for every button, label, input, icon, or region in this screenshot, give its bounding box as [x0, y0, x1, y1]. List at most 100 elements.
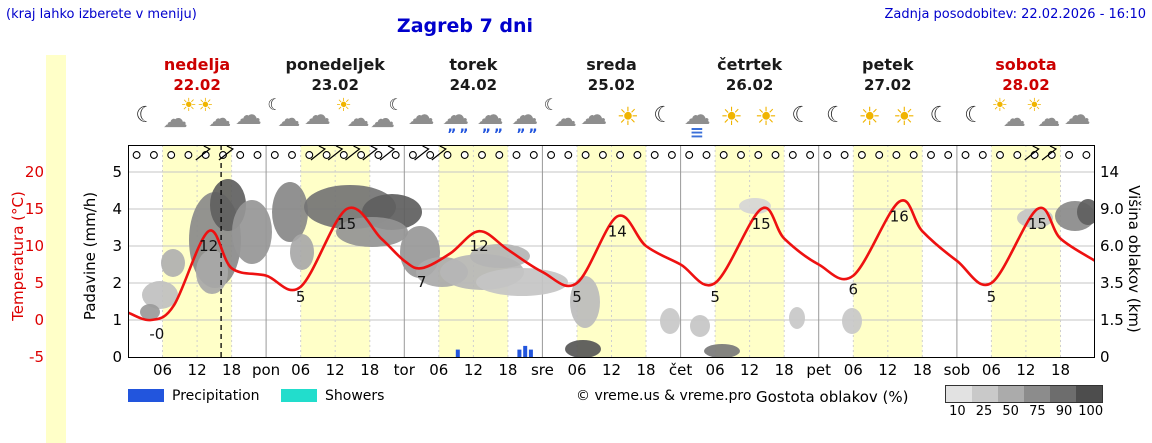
temp-axis-tick: 5	[34, 274, 44, 292]
x-axis-label-06: 06	[429, 361, 449, 379]
temp-axis-tick: -5	[29, 348, 44, 366]
cloud-axis-tick: 0	[1100, 348, 1110, 366]
x-axis-label-pet: pet	[806, 361, 831, 379]
density-scale-label: 25	[975, 404, 993, 419]
precipitation-bar	[528, 349, 533, 357]
moon-icon: ☾	[826, 103, 846, 128]
density-scale-label: 50	[1002, 404, 1019, 419]
precipitation-bar	[455, 349, 460, 357]
cloud-cover-symbol	[512, 151, 521, 159]
cloud-icon: ☁	[1063, 100, 1091, 131]
precipitation-swatch	[128, 389, 164, 402]
cloud-cover-symbol	[374, 151, 383, 159]
sun-icon: ☀	[335, 95, 352, 116]
wind-barb-icon	[431, 145, 447, 161]
wind-barb-icon	[195, 145, 211, 161]
wind-barb-icon	[379, 145, 396, 161]
temp-min-label: 5	[572, 288, 582, 306]
cloud-cover-symbol	[322, 151, 331, 159]
cloud-cover-symbol	[788, 151, 797, 159]
cloud-density-blob	[789, 307, 805, 329]
day-date: 25.02	[587, 76, 636, 94]
day-header-sreda: sreda 25.02	[542, 55, 680, 94]
day-date: 24.02	[449, 76, 498, 94]
cloud-cover-symbol	[1065, 151, 1074, 159]
cloud-cover-symbol	[167, 151, 176, 159]
cloud-cover-symbol	[685, 151, 694, 159]
cloud-cover-symbol	[667, 151, 676, 159]
precipitation-label: Precipitation	[172, 388, 260, 404]
cloud-icon: ☁	[683, 100, 711, 131]
cloud-cover-symbol	[702, 151, 711, 159]
day-name: nedelja	[163, 55, 231, 74]
cloud-sun-icon: ☀ ☁	[162, 95, 198, 143]
cloud-cover-symbol	[1082, 151, 1091, 159]
cloud-icon: ☁	[277, 106, 301, 132]
sun-cloud-icon: ☀ ☁	[196, 95, 232, 143]
precip-axis-tick: 2	[112, 274, 122, 292]
weather-icon-row: ☾ ☀ ☁ ☀ ☁ ☁ ☾ ☁ ☁ ☀ ☁ ☾ ☁ ☁ ☁”” ☁”” ☁”” ☾ ☁ ☁ ☀ ☾ ☁ ≡ ☀ ☀ ☾ ☾ ☀ ☀ ☾ ☾ ☀ ☁…	[128, 95, 1095, 145]
copyright-link[interactable]: © vreme.us & vreme.pro	[576, 388, 752, 404]
cloud-cover-symbol	[460, 151, 469, 159]
x-axis-label-12: 12	[1016, 361, 1036, 379]
cloud-axis-tick: 6.0	[1100, 237, 1124, 255]
cloud-density-blob	[565, 340, 601, 358]
cloud-cover-symbol	[236, 151, 245, 159]
density-swatch	[1024, 386, 1050, 402]
cloud-icon: ☁	[231, 95, 267, 143]
cloud-cover-symbol	[581, 151, 590, 159]
cloud-density-blob	[336, 217, 408, 247]
day-date: 28.02	[1002, 76, 1050, 94]
cloud-axis-tick: 3.5	[1100, 274, 1124, 292]
cloud-axis-tick: 1.5	[1100, 311, 1124, 329]
cloud-cover-symbol	[357, 151, 366, 159]
cloud-density-blob	[570, 276, 600, 328]
raindrops-icon: ””	[516, 127, 541, 143]
cloud-cover-symbol	[961, 151, 970, 159]
raindrops-icon: ””	[447, 127, 472, 143]
temp-min-label: -0	[149, 325, 164, 343]
sun-icon: ☀	[749, 95, 785, 143]
cloud-density-blob	[470, 244, 530, 268]
sun-icon: ☀	[611, 95, 647, 143]
day-name: ponedeljek	[285, 55, 385, 74]
x-axis-label-18: 18	[498, 361, 518, 379]
temp-min-label: 5	[710, 288, 720, 306]
temp-max-label: 12	[199, 237, 218, 255]
sun-icon: ☀	[616, 102, 640, 131]
moon-icon: ☾	[922, 95, 958, 143]
cloud-cover-symbol	[339, 151, 348, 159]
cloud-cover-symbol	[305, 151, 314, 159]
x-axis-label-12: 12	[325, 361, 345, 379]
cloud-icon: ☁	[346, 106, 370, 132]
temp-max-label: 14	[608, 222, 627, 240]
cloud-cover-symbol	[253, 151, 262, 159]
precipitation-bar	[517, 349, 522, 357]
cloud-density-blob	[1077, 199, 1099, 225]
raindrops-icon: ””	[481, 127, 506, 143]
x-axis-label-12: 12	[740, 361, 760, 379]
cloud-density-blob	[272, 182, 308, 242]
cloud-density-blob	[196, 250, 228, 294]
cloud-density-blob	[704, 344, 740, 358]
cloud-cover-symbol	[547, 151, 556, 159]
wind-barb-icon	[345, 145, 361, 161]
cloud-density-blob	[476, 268, 568, 296]
x-axis-label-18: 18	[912, 361, 932, 379]
cloud-icon: ☁	[1002, 106, 1026, 132]
page-title: Zagreb 7 dni	[396, 15, 534, 37]
cloud-icon: ☁	[234, 100, 262, 131]
moon-icon: ☾	[791, 103, 812, 128]
moon-icon: ☾	[929, 103, 950, 128]
density-swatch	[998, 386, 1024, 402]
sun-icon: ☀	[714, 95, 750, 143]
day-header-row: nedelja 22.02 ponedeljek 23.02 torek 24.02 sre…	[128, 55, 1095, 95]
showers-swatch	[281, 389, 317, 402]
cloud-density-blob	[142, 281, 178, 309]
x-axis-label-18: 18	[774, 361, 794, 379]
sun-icon: ☀	[893, 102, 916, 131]
temp-axis-tick: 20	[24, 163, 44, 181]
x-axis-label-pon: pon	[251, 361, 281, 379]
wind-barb-icon	[414, 145, 430, 161]
